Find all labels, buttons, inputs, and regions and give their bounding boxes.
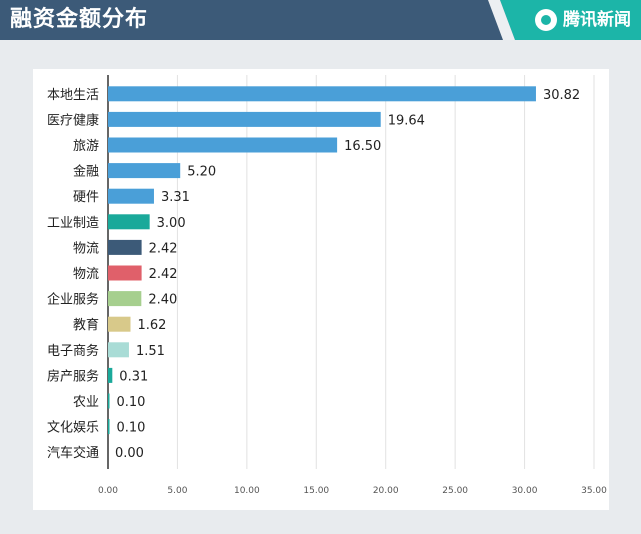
x-tick-label: 25.00 xyxy=(442,486,468,496)
value-label: 2.40 xyxy=(148,293,177,308)
x-tick-label: 30.00 xyxy=(512,486,538,496)
category-label: 金融 xyxy=(73,164,99,180)
brand-logo-icon xyxy=(535,9,557,31)
category-label: 房产服务 xyxy=(47,368,99,384)
bar-chart: 0.00 5.00 10.00 15.00 20.00 25.00 30.00 35.00 本地… xyxy=(47,75,607,496)
value-label: 3.00 xyxy=(157,216,186,231)
brand-banner xyxy=(488,0,641,40)
brand-name: 腾讯新闻 xyxy=(563,10,631,30)
value-label: 1.51 xyxy=(136,344,165,359)
bar xyxy=(108,214,150,230)
x-tick-label: 15.00 xyxy=(303,486,329,496)
value-label: 16.50 xyxy=(344,139,381,154)
value-label: 2.42 xyxy=(149,267,178,282)
bar xyxy=(108,419,110,435)
bar xyxy=(108,111,381,127)
header-bar: 融资金额分布 腾讯新闻 xyxy=(0,0,641,40)
category-label: 教育 xyxy=(73,317,99,333)
bar xyxy=(108,265,142,281)
category-label: 文化娱乐 xyxy=(47,421,99,436)
x-tick-label: 0.00 xyxy=(98,486,118,496)
value-label: 0.31 xyxy=(119,369,148,384)
bar xyxy=(108,342,129,358)
x-tick-label: 5.00 xyxy=(167,486,187,496)
value-label: 2.42 xyxy=(149,241,178,256)
brand: 腾讯新闻 xyxy=(535,6,631,34)
bar xyxy=(108,163,181,179)
bar xyxy=(108,188,154,204)
value-label: 3.31 xyxy=(161,190,190,205)
bar xyxy=(108,291,142,307)
chart-card: 0.00 5.00 10.00 15.00 20.00 25.00 30.00 35.00 本地… xyxy=(33,69,609,510)
value-label: 30.82 xyxy=(543,88,580,103)
bar xyxy=(108,393,110,409)
value-label: 0.10 xyxy=(117,395,146,410)
page-title: 融资金额分布 xyxy=(10,7,149,32)
bar xyxy=(108,316,131,332)
value-label: 19.64 xyxy=(388,113,425,128)
value-label: 5.20 xyxy=(187,165,216,180)
value-label: 0.00 xyxy=(115,446,144,461)
category-label: 农业 xyxy=(73,395,99,410)
category-label: 工业制造 xyxy=(47,216,99,231)
x-tick-label: 35.00 xyxy=(581,486,607,496)
category-label: 硬件 xyxy=(73,190,99,205)
x-tick-label: 20.00 xyxy=(373,486,399,496)
bar xyxy=(108,367,113,383)
category-label: 旅游 xyxy=(73,139,99,154)
category-label: 医疗健康 xyxy=(47,112,99,128)
category-label: 电子商务 xyxy=(47,343,99,359)
value-label: 1.62 xyxy=(137,318,166,333)
category-label: 物流 xyxy=(73,241,99,256)
category-label: 本地生活 xyxy=(47,88,99,103)
category-label: 物流 xyxy=(73,267,99,282)
x-tick-label: 10.00 xyxy=(234,486,260,496)
bar xyxy=(108,137,338,153)
value-label: 0.10 xyxy=(117,421,146,436)
bar xyxy=(108,86,536,102)
category-label: 企业服务 xyxy=(47,292,99,308)
bar xyxy=(108,239,142,255)
category-label: 汽车交通 xyxy=(47,445,99,461)
